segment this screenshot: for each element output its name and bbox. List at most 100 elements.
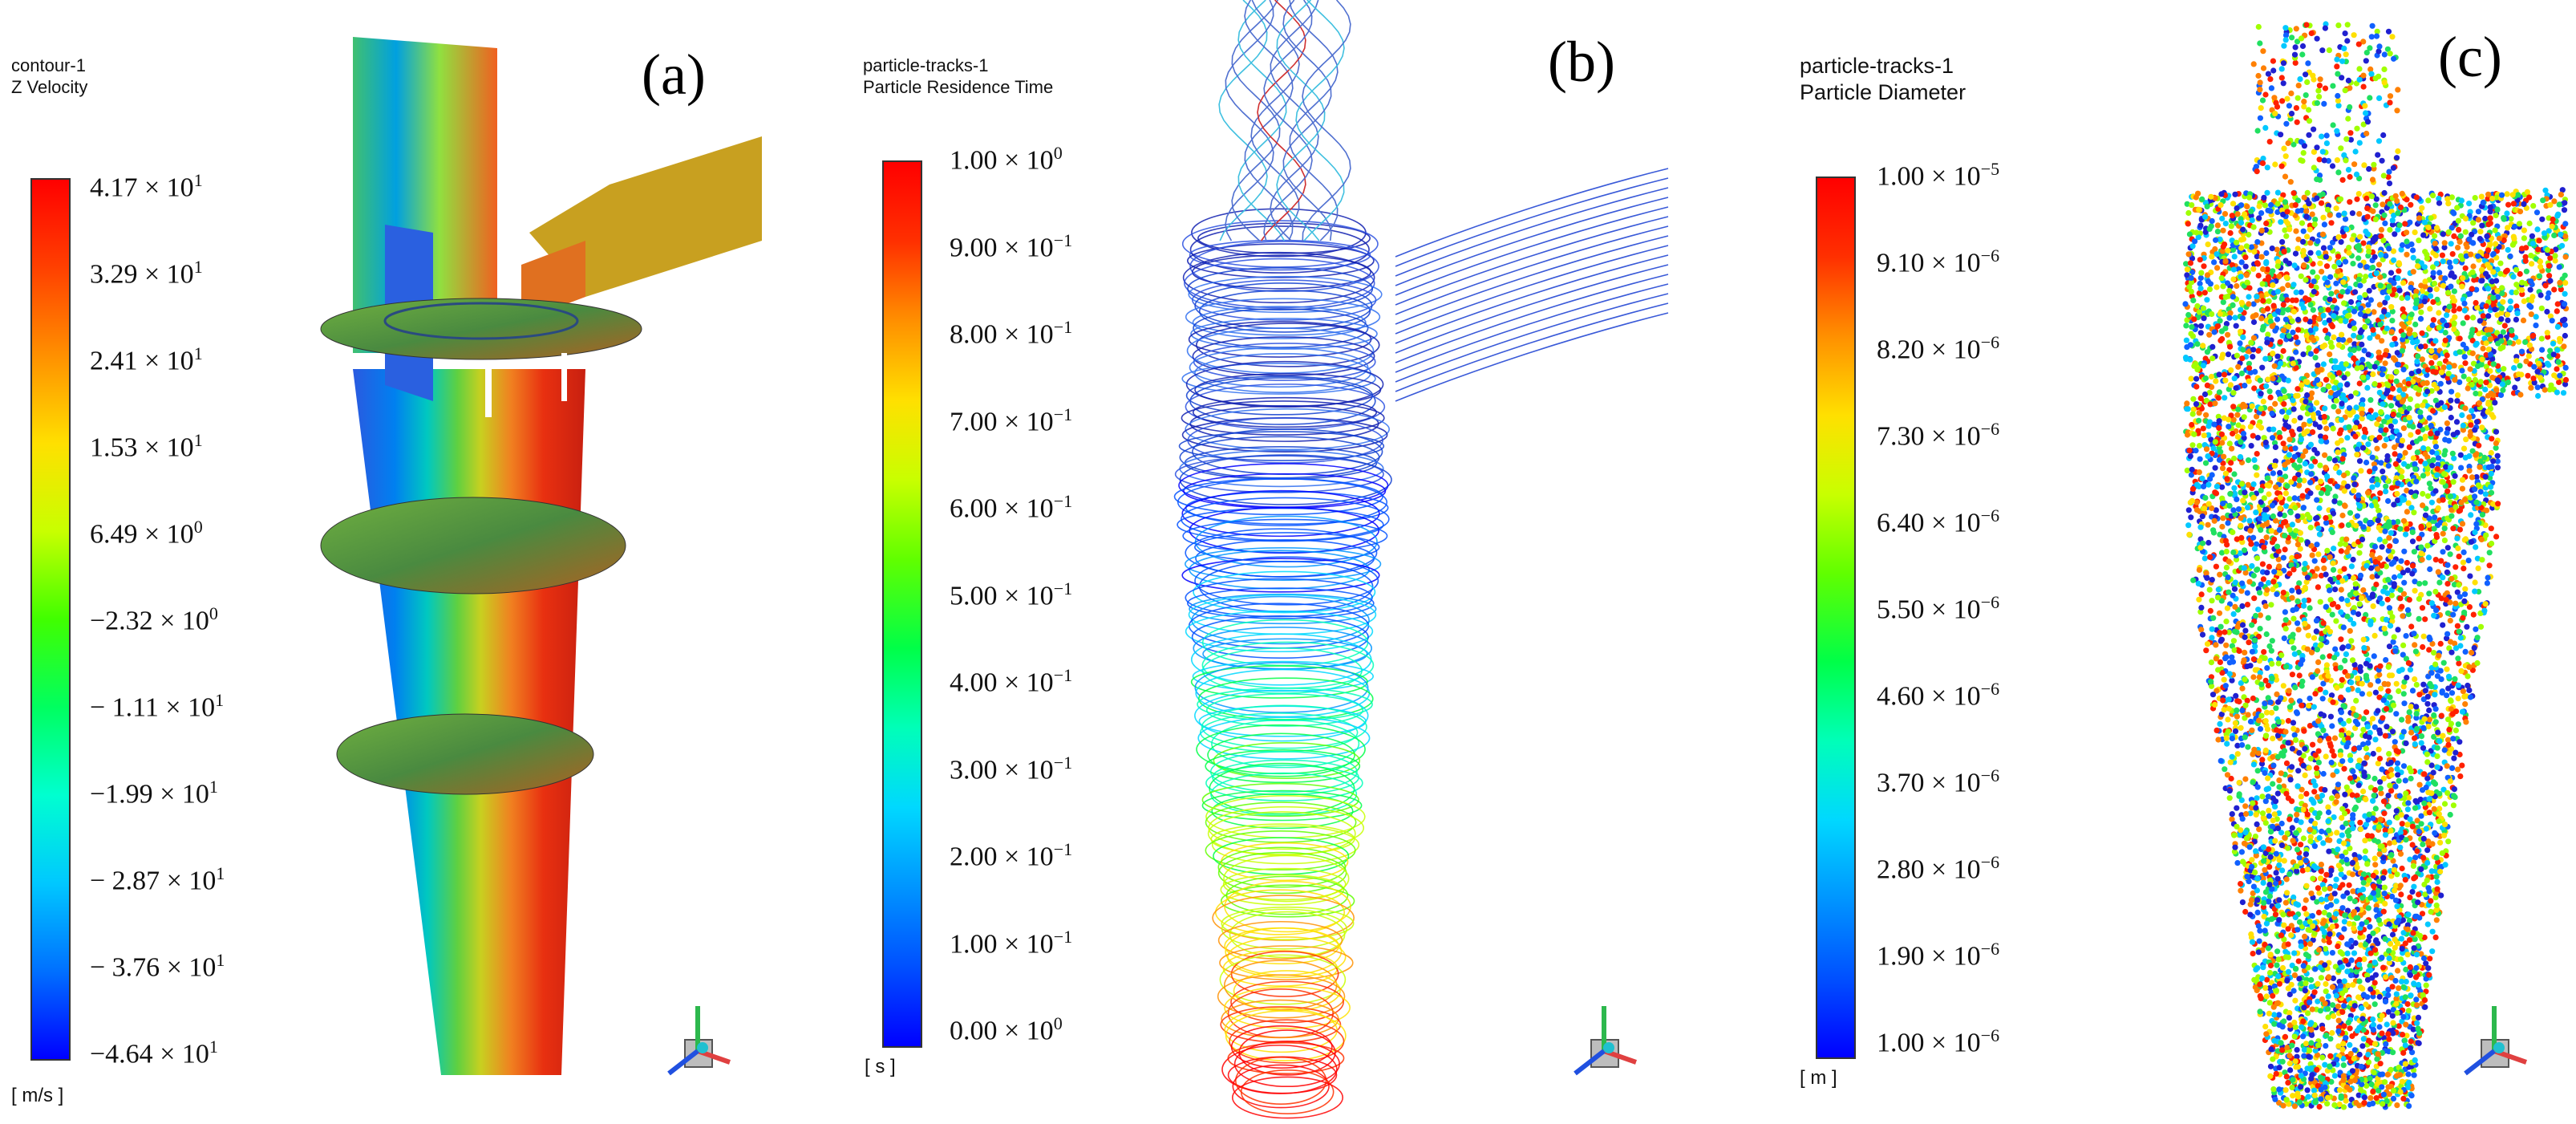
panel-a-tick-label: −4.64 × 101 (90, 1037, 218, 1069)
particle-dot (2362, 103, 2368, 109)
tick-times-sign: × 10 (152, 1039, 209, 1069)
particle-dot (2293, 334, 2299, 341)
particle-dot (2370, 371, 2376, 378)
particle-dot (2326, 47, 2332, 54)
particle-dot (2468, 512, 2474, 518)
particle-dot (2462, 454, 2469, 461)
particle-dot (2201, 391, 2209, 398)
particle-dot (2452, 473, 2458, 479)
panel-a-tick-label: 1.53 × 101 (90, 430, 203, 463)
particle-dot (2542, 187, 2549, 193)
particle-dot (2441, 240, 2448, 246)
particle-dot (2341, 210, 2347, 217)
particle-dot (2413, 478, 2420, 485)
particle-dot (2462, 215, 2469, 222)
particle-dot (2324, 206, 2331, 213)
particle-dot (2402, 449, 2408, 456)
particle-track (1185, 408, 1390, 451)
particle-dot (2206, 389, 2213, 396)
particle-dot (2489, 436, 2495, 442)
particle-dot (2562, 254, 2569, 260)
particle-dot (2490, 392, 2497, 398)
particle-dot (2322, 434, 2329, 440)
particle-dot (2494, 465, 2501, 471)
tick-times-sign: × 10 (1924, 335, 1981, 365)
particle-dot (2422, 278, 2428, 285)
particle-dot (2272, 400, 2278, 407)
particle-dot (2301, 143, 2307, 149)
particle-dot (2400, 517, 2408, 524)
particle-dot (2376, 536, 2383, 543)
particle-dot (2332, 493, 2339, 500)
particle-track (1223, 854, 1350, 903)
particle-dot (2242, 383, 2248, 389)
particle-dot (2338, 239, 2344, 245)
particle-dot (2382, 220, 2388, 226)
particle-dot (2282, 490, 2289, 497)
particle-track (1229, 911, 1346, 959)
particle-dot (2379, 157, 2385, 164)
particle-dot (2298, 436, 2304, 443)
particle-dot (2412, 321, 2419, 327)
particle-dot (2366, 248, 2372, 254)
particle-dot (2381, 79, 2388, 86)
particle-dot (2388, 329, 2395, 335)
particle-dot (2270, 67, 2277, 74)
particle-dot (2404, 294, 2411, 301)
particle-dot (2225, 351, 2232, 358)
particle-dot (2521, 201, 2527, 207)
particle-dot (2185, 209, 2192, 217)
particle-dot (2339, 456, 2346, 462)
particle-dot (2426, 415, 2432, 421)
particle-dot (2345, 167, 2352, 173)
particle-dot (2323, 520, 2330, 526)
tick-exponent: −1 (1053, 839, 1073, 859)
particle-dot (2420, 490, 2426, 497)
particle-dot (2417, 436, 2424, 442)
tick-exponent: 1 (215, 690, 225, 710)
particle-dot (2498, 338, 2505, 344)
particle-dot (2429, 448, 2436, 456)
particle-dot (2302, 461, 2308, 467)
particle-dot (2550, 216, 2556, 223)
particle-track (1189, 241, 1379, 292)
particle-dot (2370, 264, 2376, 271)
particle-dot (2307, 327, 2314, 334)
particle-track (1225, 875, 1349, 915)
particle-dot (2388, 403, 2395, 409)
particle-dot (2470, 611, 2477, 618)
particle-dot (2184, 432, 2191, 438)
particle-dot (2334, 306, 2340, 312)
particle-dot (2359, 410, 2365, 416)
particle-dot (2214, 323, 2221, 330)
particle-dot (2462, 497, 2469, 503)
particle-dot (2338, 871, 2344, 878)
particle-dot (2284, 209, 2290, 215)
particle-dot (2361, 434, 2367, 440)
particle-dot (2262, 512, 2268, 518)
tick-mantissa: −2.32 (90, 606, 153, 636)
particle-dot (2288, 90, 2295, 96)
particle-dot (2361, 426, 2367, 432)
particle-dot (2389, 34, 2396, 40)
particle-dot (2396, 261, 2403, 267)
tick-exponent: 0 (193, 517, 203, 537)
particle-dot (2546, 273, 2553, 279)
particle-dot (2367, 66, 2374, 72)
particle-track (1230, 1025, 1333, 1069)
particle-track (1188, 321, 1372, 358)
particle-dot (2500, 387, 2506, 393)
particle-dot (2270, 513, 2276, 520)
particle-dot (2235, 406, 2242, 412)
particle-dot (2278, 132, 2284, 138)
particle-dot (2339, 331, 2345, 338)
particle-dot (2427, 306, 2433, 312)
particle-dot (2306, 132, 2312, 138)
particle-dot (2410, 247, 2416, 254)
particle-dot (2452, 258, 2459, 265)
particle-dot (2462, 360, 2469, 367)
particle-track (1182, 518, 1388, 554)
particle-dot (2433, 261, 2440, 267)
particle-dot (2185, 251, 2192, 258)
particle-dot (2526, 302, 2533, 309)
